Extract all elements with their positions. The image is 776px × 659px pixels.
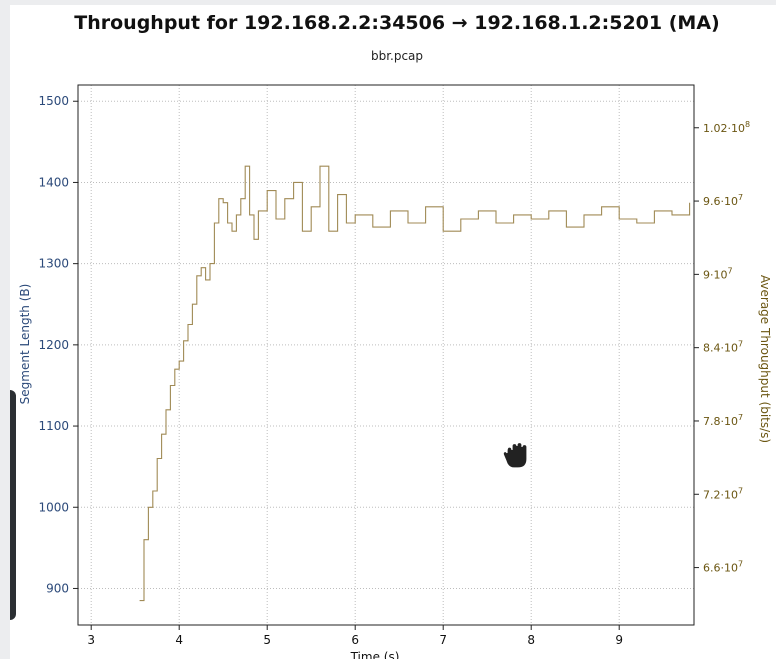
chart-subtitle: bbr.pcap	[371, 49, 423, 63]
y-left-tick-label: 900	[46, 581, 69, 595]
grid-lines	[78, 85, 694, 625]
y-right-tick-label: 1.02·108	[703, 120, 750, 135]
y-left-tick-label: 1500	[38, 94, 69, 108]
x-tick-label: 4	[175, 633, 183, 647]
y-right-tick-label: 9·107	[703, 266, 733, 281]
x-tick-label: 6	[351, 633, 359, 647]
x-axis: 3 4 5 6 7 8 9	[87, 625, 623, 647]
y-axis-right: 6.6·107 7.2·107 7.8·107 8.4·107 9·107 9.6·107…	[694, 120, 750, 575]
y-axis-right-label: Average Throughput (bits/s)	[758, 275, 772, 443]
chart-title: Throughput for 192.168.2.2:34506 → 192.1…	[74, 12, 719, 34]
grab-hand-icon	[502, 441, 528, 469]
y-right-tick-label: 8.4·107	[703, 340, 743, 355]
y-right-tick-label: 6.6·107	[703, 560, 743, 575]
x-axis-label: Time (s)	[350, 650, 400, 659]
plot-frame	[77, 84, 695, 626]
y-right-tick-label: 7.2·107	[703, 486, 743, 501]
throughput-series-line	[139, 165, 691, 602]
series-layer	[139, 165, 691, 602]
y-right-tick-label: 9.6·107	[703, 193, 743, 208]
y-left-tick-label: 1000	[38, 500, 69, 514]
window-edge	[10, 390, 16, 620]
y-axis-left-label: Segment Length (B)	[18, 284, 32, 405]
x-tick-label: 3	[87, 633, 95, 647]
y-axis-left: 900 1000 1100 1200 1300 1400 1500	[38, 94, 78, 595]
x-tick-label: 5	[263, 633, 271, 647]
x-tick-label: 8	[527, 633, 535, 647]
throughput-chart[interactable]: Throughput for 192.168.2.2:34506 → 192.1…	[10, 5, 776, 659]
y-left-tick-label: 1100	[38, 419, 69, 433]
x-tick-label: 9	[615, 633, 623, 647]
chart-panel[interactable]: Throughput for 192.168.2.2:34506 → 192.1…	[10, 5, 776, 659]
y-right-tick-label: 7.8·107	[703, 413, 743, 428]
y-left-tick-label: 1200	[38, 338, 69, 352]
x-tick-label: 7	[439, 633, 447, 647]
y-left-tick-label: 1400	[38, 175, 69, 189]
y-left-tick-label: 1300	[38, 257, 69, 271]
